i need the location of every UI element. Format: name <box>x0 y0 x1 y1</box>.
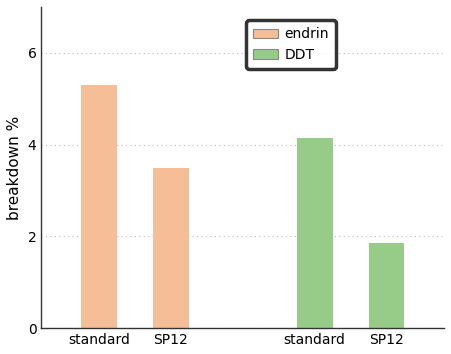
Bar <box>297 138 332 328</box>
Bar <box>368 243 405 328</box>
Legend: endrin, DDT: endrin, DDT <box>246 20 336 69</box>
Bar <box>81 85 117 328</box>
Bar <box>153 167 189 328</box>
Y-axis label: breakdown %: breakdown % <box>7 115 22 220</box>
